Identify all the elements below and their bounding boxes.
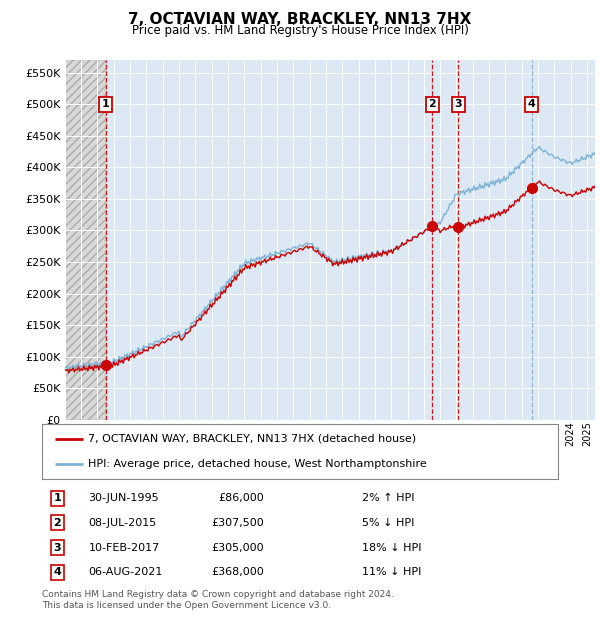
Text: £368,000: £368,000 xyxy=(211,567,264,577)
Text: £305,000: £305,000 xyxy=(211,542,264,552)
Bar xyxy=(65,60,106,420)
Text: 2: 2 xyxy=(53,518,61,528)
Text: 18% ↓ HPI: 18% ↓ HPI xyxy=(362,542,421,552)
Text: 5% ↓ HPI: 5% ↓ HPI xyxy=(362,518,414,528)
Text: 08-JUL-2015: 08-JUL-2015 xyxy=(88,518,157,528)
Text: 7, OCTAVIAN WAY, BRACKLEY, NN13 7HX (detached house): 7, OCTAVIAN WAY, BRACKLEY, NN13 7HX (det… xyxy=(88,434,416,444)
Text: £86,000: £86,000 xyxy=(218,493,264,503)
Text: 3: 3 xyxy=(53,542,61,552)
Text: 7, OCTAVIAN WAY, BRACKLEY, NN13 7HX: 7, OCTAVIAN WAY, BRACKLEY, NN13 7HX xyxy=(128,12,472,27)
Text: 1: 1 xyxy=(53,493,61,503)
Text: Price paid vs. HM Land Registry's House Price Index (HPI): Price paid vs. HM Land Registry's House … xyxy=(131,24,469,37)
Bar xyxy=(65,60,106,420)
Text: £307,500: £307,500 xyxy=(211,518,264,528)
Text: 3: 3 xyxy=(454,99,462,109)
Text: 10-FEB-2017: 10-FEB-2017 xyxy=(88,542,160,552)
Text: 2% ↑ HPI: 2% ↑ HPI xyxy=(362,493,415,503)
Text: 06-AUG-2021: 06-AUG-2021 xyxy=(88,567,163,577)
Text: 4: 4 xyxy=(53,567,61,577)
Text: 30-JUN-1995: 30-JUN-1995 xyxy=(88,493,159,503)
Text: Contains HM Land Registry data © Crown copyright and database right 2024.
This d: Contains HM Land Registry data © Crown c… xyxy=(42,590,394,609)
Text: 1: 1 xyxy=(101,99,109,109)
Text: 11% ↓ HPI: 11% ↓ HPI xyxy=(362,567,421,577)
Text: 4: 4 xyxy=(527,99,535,109)
Text: 2: 2 xyxy=(428,99,436,109)
Text: HPI: Average price, detached house, West Northamptonshire: HPI: Average price, detached house, West… xyxy=(88,459,427,469)
